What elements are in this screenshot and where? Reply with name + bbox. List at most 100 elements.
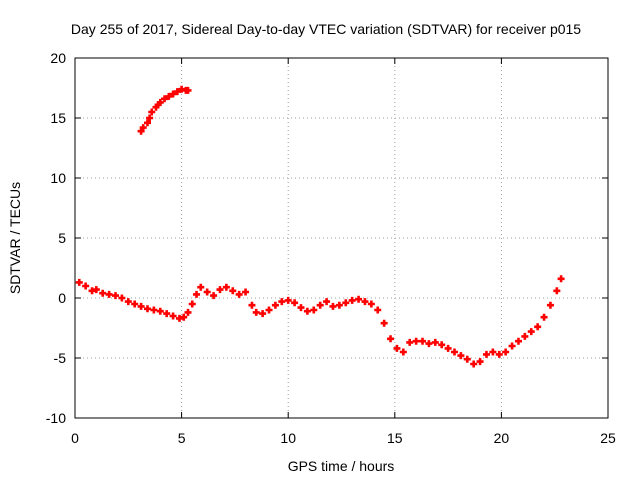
data-point <box>438 341 446 349</box>
data-point <box>508 342 516 350</box>
data-point <box>335 301 343 309</box>
data-point <box>184 308 192 316</box>
data-point <box>146 114 154 122</box>
data-point <box>297 304 305 312</box>
data-point <box>139 124 147 132</box>
data-point <box>75 278 83 286</box>
data-point <box>303 307 311 315</box>
data-point <box>527 328 535 336</box>
data-point <box>156 98 164 106</box>
data-point <box>521 332 529 340</box>
data-point <box>514 337 522 345</box>
data-point <box>323 298 331 306</box>
data-point <box>502 348 510 356</box>
data-point <box>99 289 107 297</box>
data-point <box>534 323 542 331</box>
data-point <box>348 296 356 304</box>
data-point <box>553 287 561 295</box>
data-point <box>131 300 139 308</box>
data-point <box>161 95 169 103</box>
data-point <box>92 286 100 294</box>
data-point <box>380 319 388 327</box>
x-tick-label: 15 <box>387 430 403 446</box>
data-point <box>118 294 126 302</box>
x-tick-label: 5 <box>178 430 186 446</box>
data-point <box>342 299 350 307</box>
data-point <box>216 286 224 294</box>
data-point <box>431 338 439 346</box>
data-point <box>393 344 401 352</box>
y-tick-label: -5 <box>54 350 67 366</box>
x-tick-label: 20 <box>494 430 510 446</box>
data-point <box>148 108 156 116</box>
data-point <box>463 355 471 363</box>
data-point <box>495 350 503 358</box>
x-tick-label: 0 <box>71 430 79 446</box>
data-point <box>310 306 318 314</box>
data-point <box>482 350 490 358</box>
data-point <box>173 88 181 96</box>
data-point <box>193 290 201 298</box>
data-point <box>203 288 211 296</box>
y-tick-label: 15 <box>50 110 66 126</box>
data-point <box>112 292 120 300</box>
data-point <box>137 302 145 310</box>
data-point <box>284 296 292 304</box>
data-point <box>361 298 369 306</box>
data-point <box>271 301 279 309</box>
data-point <box>412 337 420 345</box>
data-point <box>329 302 337 310</box>
y-tick-label: 20 <box>50 50 66 66</box>
data-markers <box>75 85 565 368</box>
y-tick-label: -10 <box>46 410 66 426</box>
data-point <box>450 348 458 356</box>
data-point <box>367 300 375 308</box>
data-point <box>210 292 218 300</box>
data-point <box>235 290 243 298</box>
data-point <box>399 348 407 356</box>
data-point <box>143 119 151 127</box>
data-point <box>489 348 497 356</box>
x-tick-labels: 0 5 10 15 20 25 <box>71 430 616 446</box>
data-point <box>105 290 113 298</box>
plot-frame <box>74 57 609 419</box>
data-point <box>184 86 192 94</box>
data-point <box>165 92 173 100</box>
data-point <box>180 313 188 321</box>
data-point <box>197 283 205 291</box>
data-point <box>248 301 256 309</box>
series-main-trace <box>75 275 565 368</box>
data-point <box>419 337 427 345</box>
data-point <box>387 335 395 343</box>
chart-title: Day 255 of 2017, Sidereal Day-to-day VTE… <box>71 21 581 37</box>
data-point <box>374 306 382 314</box>
x-axis-label: GPS time / hours <box>288 458 395 474</box>
data-point <box>163 310 171 318</box>
grid-lines <box>75 58 608 418</box>
data-point <box>143 305 151 313</box>
data-point <box>124 298 132 306</box>
data-point <box>259 310 267 318</box>
data-point <box>291 299 299 307</box>
y-tick-label: 0 <box>58 290 66 306</box>
data-point <box>229 287 237 295</box>
data-point <box>425 340 433 348</box>
y-tick-label: 5 <box>58 230 66 246</box>
data-point <box>150 306 158 314</box>
y-tick-label: 10 <box>50 170 66 186</box>
data-point <box>188 300 196 308</box>
x-tick-label: 25 <box>600 430 616 446</box>
data-point <box>82 282 90 290</box>
data-point <box>540 313 548 321</box>
data-point <box>242 288 250 296</box>
data-point <box>252 308 260 316</box>
data-point <box>406 338 414 346</box>
data-point <box>355 295 363 303</box>
data-point <box>470 360 478 368</box>
x-tick-label: 10 <box>280 430 296 446</box>
data-point <box>278 298 286 306</box>
data-point <box>169 312 177 320</box>
data-point <box>156 307 164 315</box>
